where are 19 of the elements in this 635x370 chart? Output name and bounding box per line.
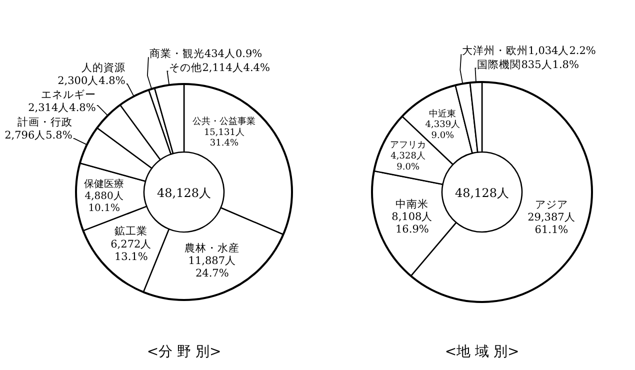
label: 中近東 4,339人 9.0% (425, 109, 460, 141)
title: <分 野 別> (146, 344, 222, 360)
label: アフリカ 4,328人 9.0% (390, 140, 426, 172)
annotation: 48,128人 (157, 186, 211, 200)
label: 鉱工業 6,272人 13.1% (110, 226, 152, 263)
annotation: 48,128人 (455, 186, 509, 200)
label: 人的資源 2,300人4.8% (58, 62, 126, 87)
label: その他2,114人4.4% (169, 62, 270, 74)
label: 公共・公益事業 15,131人 31.4% (192, 116, 256, 149)
label: エネルギー 2,314人4.8% (28, 88, 96, 114)
label: 中南米 8,108人 16.9% (392, 198, 433, 236)
label: アジア 29,387人 61.1% (528, 198, 576, 236)
label: 商業・観光434人0.9% (149, 48, 262, 60)
label: 保健医療 4,880人 10.1% (84, 178, 124, 214)
label: 国際機関835人1.8% (477, 59, 579, 72)
label: 大洋州・欧州1,034人2.2% (462, 45, 596, 58)
label: 農林・水産 11,887人 24.7% (184, 242, 240, 280)
label: 計画・行政 2,796人5.8% (4, 116, 72, 142)
title: <地 域 別> (444, 344, 520, 360)
